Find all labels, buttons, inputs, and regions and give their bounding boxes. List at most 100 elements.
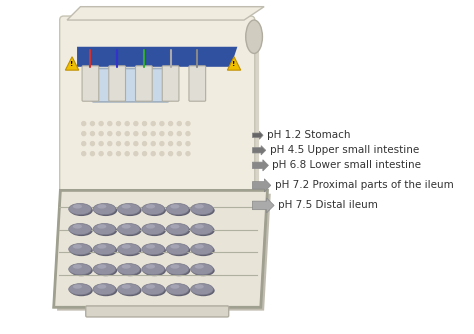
Circle shape [125, 132, 129, 136]
Ellipse shape [93, 284, 116, 295]
Ellipse shape [94, 265, 117, 276]
Text: !: ! [71, 61, 73, 67]
Ellipse shape [97, 244, 106, 248]
Circle shape [117, 132, 120, 136]
Circle shape [143, 132, 146, 136]
Ellipse shape [73, 204, 82, 208]
Ellipse shape [118, 264, 140, 275]
Ellipse shape [191, 203, 213, 215]
Circle shape [160, 122, 164, 126]
Ellipse shape [119, 265, 142, 276]
Polygon shape [253, 131, 263, 139]
Ellipse shape [93, 203, 116, 215]
Circle shape [160, 142, 164, 146]
Ellipse shape [70, 285, 93, 296]
Ellipse shape [97, 204, 106, 208]
Ellipse shape [143, 285, 166, 296]
Ellipse shape [69, 264, 91, 275]
Text: pH 7.2 Proximal parts of the ileum: pH 7.2 Proximal parts of the ileum [275, 180, 454, 190]
Ellipse shape [118, 203, 140, 215]
Circle shape [99, 142, 103, 146]
Circle shape [91, 152, 94, 156]
Ellipse shape [191, 243, 213, 255]
Ellipse shape [143, 245, 166, 256]
Circle shape [82, 152, 86, 156]
Circle shape [177, 122, 181, 126]
FancyBboxPatch shape [162, 66, 179, 101]
Text: pH 1.2 Stomach: pH 1.2 Stomach [267, 130, 351, 140]
Ellipse shape [119, 285, 142, 296]
Ellipse shape [170, 265, 180, 269]
Circle shape [143, 142, 146, 146]
Polygon shape [253, 198, 274, 213]
Circle shape [91, 122, 94, 126]
Ellipse shape [166, 223, 189, 235]
Ellipse shape [70, 225, 93, 236]
Text: pH 6.8 Lower small intestine: pH 6.8 Lower small intestine [273, 160, 421, 170]
Circle shape [143, 122, 146, 126]
Ellipse shape [170, 224, 180, 229]
Circle shape [99, 152, 103, 156]
Circle shape [117, 122, 120, 126]
Ellipse shape [192, 265, 215, 276]
Ellipse shape [195, 265, 204, 269]
Circle shape [151, 152, 155, 156]
Ellipse shape [73, 265, 82, 269]
Ellipse shape [166, 284, 189, 295]
Ellipse shape [94, 245, 117, 256]
Ellipse shape [142, 223, 164, 235]
Text: !: ! [232, 61, 236, 67]
Circle shape [177, 142, 181, 146]
Ellipse shape [119, 245, 142, 256]
Ellipse shape [93, 243, 116, 255]
Ellipse shape [73, 224, 82, 229]
Ellipse shape [97, 265, 106, 269]
Ellipse shape [195, 285, 204, 289]
Circle shape [169, 132, 173, 136]
FancyBboxPatch shape [136, 66, 152, 101]
Ellipse shape [142, 243, 164, 255]
Circle shape [99, 122, 103, 126]
Ellipse shape [195, 244, 204, 248]
Circle shape [99, 132, 103, 136]
Ellipse shape [122, 204, 131, 208]
Ellipse shape [97, 224, 106, 229]
Ellipse shape [166, 203, 189, 215]
Ellipse shape [122, 224, 131, 229]
Circle shape [91, 132, 94, 136]
Circle shape [108, 122, 112, 126]
Ellipse shape [118, 284, 140, 295]
FancyBboxPatch shape [60, 16, 255, 198]
Circle shape [177, 132, 181, 136]
Ellipse shape [168, 225, 190, 236]
Ellipse shape [73, 285, 82, 289]
Circle shape [177, 152, 181, 156]
Circle shape [134, 132, 138, 136]
Ellipse shape [195, 224, 204, 229]
Ellipse shape [168, 245, 190, 256]
Polygon shape [54, 190, 267, 307]
Ellipse shape [168, 285, 190, 296]
Ellipse shape [143, 205, 166, 216]
Ellipse shape [70, 205, 93, 216]
Circle shape [134, 122, 138, 126]
Circle shape [169, 122, 173, 126]
Circle shape [82, 142, 86, 146]
Circle shape [151, 132, 155, 136]
Polygon shape [228, 57, 241, 70]
FancyBboxPatch shape [189, 66, 206, 101]
Circle shape [82, 132, 86, 136]
FancyBboxPatch shape [65, 22, 259, 202]
Circle shape [151, 142, 155, 146]
Circle shape [108, 142, 112, 146]
Ellipse shape [192, 245, 215, 256]
Circle shape [125, 142, 129, 146]
Circle shape [169, 142, 173, 146]
Text: pH 4.5 Upper small intestine: pH 4.5 Upper small intestine [270, 145, 419, 155]
Circle shape [151, 122, 155, 126]
Ellipse shape [195, 204, 204, 208]
Ellipse shape [191, 264, 213, 275]
Ellipse shape [119, 225, 142, 236]
Ellipse shape [119, 205, 142, 216]
Ellipse shape [93, 264, 116, 275]
